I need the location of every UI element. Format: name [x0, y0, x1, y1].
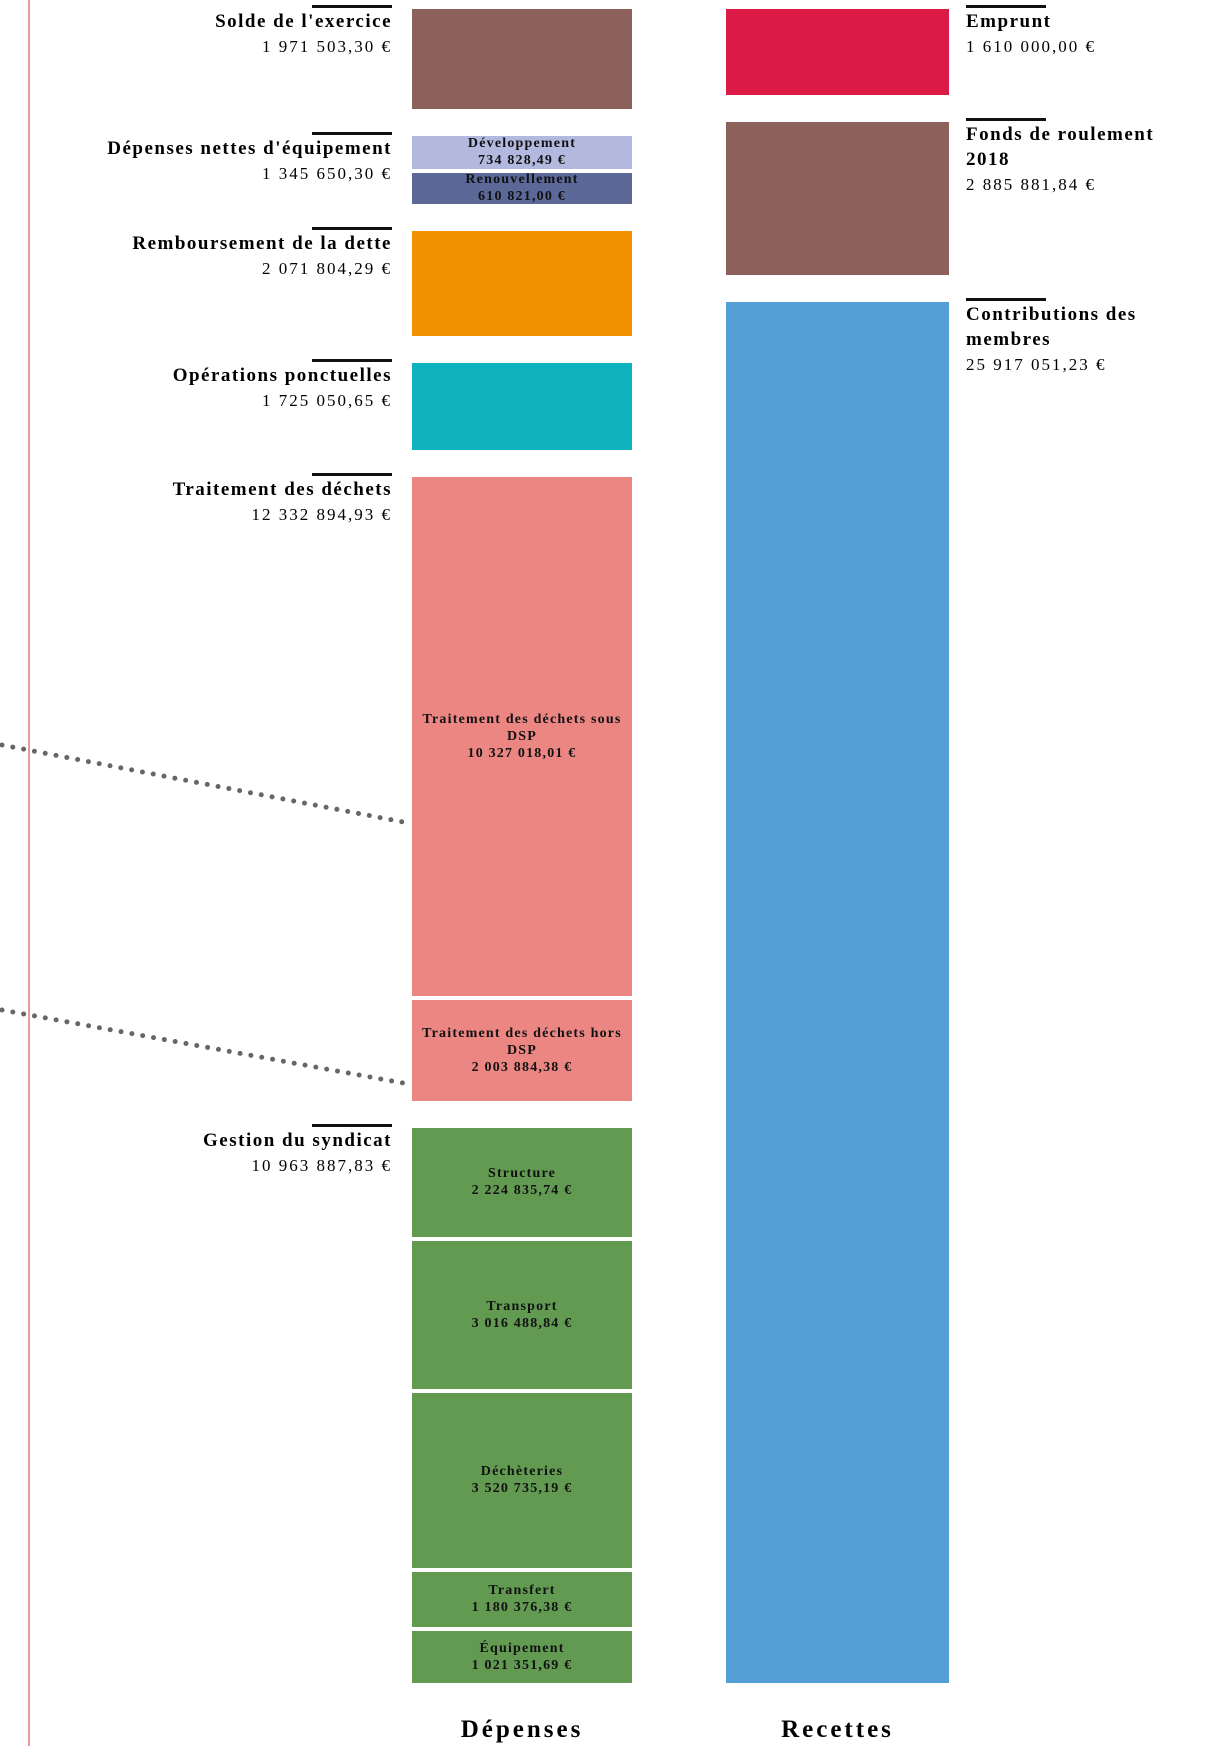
- segment: Équipement 1 021 351,69 €: [412, 1631, 632, 1683]
- segment-name: Équipement: [479, 1641, 565, 1657]
- segment-value: 1 021 351,69 €: [471, 1658, 573, 1674]
- segment: Transport 3 016 488,84 €: [412, 1240, 632, 1390]
- segment-name: Renouvellement: [465, 172, 579, 188]
- segment: Structure 2 224 835,74 €: [412, 1128, 632, 1237]
- label-overline: [966, 298, 1046, 302]
- group-name: Fonds de roulement 2018: [966, 123, 1155, 170]
- group-name: Contributions des membres: [966, 304, 1137, 351]
- group-name: Opérations ponctuelles: [172, 364, 392, 386]
- group-label: Emprunt 1 610 000,00 €: [966, 5, 1181, 60]
- segment-name: Développement: [467, 136, 577, 152]
- group-name: Remboursement de la dette: [132, 232, 392, 254]
- group-block: [412, 362, 632, 451]
- label-overline: [312, 1124, 392, 1128]
- group-name: Emprunt: [966, 11, 1052, 32]
- column-title: Recettes: [781, 1716, 894, 1743]
- group-value: 2 885 881,84 €: [966, 174, 1096, 194]
- segment: Traitement des déchets hors DSP 2 003 884…: [412, 999, 632, 1102]
- segment-value: 1 180 376,38 €: [471, 1600, 573, 1616]
- group-label: Traitement des déchets 12 332 894,93 €: [32, 473, 392, 528]
- dotted-connector: [0, 742, 406, 825]
- group-value: 12 332 894,93 €: [251, 505, 392, 525]
- segment-name: Transfert: [488, 1583, 556, 1599]
- group-block: [412, 230, 632, 336]
- group-block: [726, 302, 949, 1683]
- segment-value: 10 327 018,01 €: [467, 745, 577, 761]
- group-block: Structure 2 224 835,74 € Transport 3 016 48…: [412, 1128, 632, 1683]
- segment: Déchèteries 3 520 735,19 €: [412, 1393, 632, 1568]
- segment: Traitement des déchets sous DSP 10 327 01…: [412, 477, 632, 996]
- segment: Transfert 1 180 376,38 €: [412, 1571, 632, 1628]
- label-overline: [312, 131, 392, 135]
- group-value: 25 917 051,23 €: [966, 355, 1107, 375]
- segment-value: 3 016 488,84 €: [471, 1316, 573, 1332]
- group-label: Solde de l'exercice 1 971 503,30 €: [32, 5, 392, 60]
- segment-value: 2 224 835,74 €: [471, 1183, 573, 1199]
- group-label: Contributions des membres 25 917 051,23 €: [966, 298, 1181, 378]
- group-label: Fonds de roulement 2018 2 885 881,84 €: [966, 117, 1181, 198]
- label-overline: [312, 473, 392, 477]
- group-block: Traitement des déchets sous DSP 10 327 01…: [412, 477, 632, 1102]
- group-block: [726, 9, 949, 95]
- segment: Développement 734 828,49 €: [412, 135, 632, 169]
- group-name: Dépenses nettes d'équipement: [107, 137, 392, 159]
- dotted-connector: [0, 1007, 406, 1086]
- group-label: Opérations ponctuelles 1 725 050,65 €: [32, 358, 392, 414]
- column-title: Dépenses: [460, 1716, 584, 1743]
- group-value: 1 610 000,00 €: [966, 37, 1096, 56]
- group-block: [412, 9, 632, 109]
- group-label: Remboursement de la dette 2 071 804,29 €: [32, 226, 392, 282]
- segment-name: Traitement des déchets sous DSP: [422, 711, 622, 744]
- segment-name: Traitement des déchets hors DSP: [422, 1025, 622, 1058]
- label-overline: [312, 226, 392, 230]
- segment-value: 734 828,49 €: [478, 153, 566, 169]
- group-value: 1 725 050,65 €: [262, 390, 392, 410]
- label-overline: [966, 117, 1046, 121]
- group-value: 2 071 804,29 €: [262, 258, 392, 278]
- segment-name: Structure: [487, 1166, 557, 1182]
- group-value: 10 963 887,83 €: [251, 1156, 392, 1176]
- group-name: Solde de l'exercice: [215, 11, 392, 32]
- group-value: 1 345 650,30 €: [262, 163, 392, 183]
- segment-value: 3 520 735,19 €: [471, 1481, 573, 1497]
- group-label: Dépenses nettes d'équipement 1 345 650,30…: [32, 131, 392, 187]
- group-block: Développement 734 828,49 € Renouvellement 6…: [412, 135, 632, 205]
- segment-value: 610 821,00 €: [478, 189, 566, 205]
- segment: Renouvellement 610 821,00 €: [412, 172, 632, 205]
- group-name: Gestion du syndicat: [203, 1130, 392, 1152]
- label-overline: [312, 358, 392, 362]
- segment-value: 2 003 884,38 €: [471, 1059, 573, 1075]
- segment-name: Déchèteries: [480, 1464, 564, 1480]
- group-label: Gestion du syndicat 10 963 887,83 €: [32, 1124, 392, 1179]
- group-value: 1 971 503,30 €: [262, 37, 392, 56]
- segment-name: Transport: [486, 1299, 558, 1315]
- group-name: Traitement des déchets: [172, 479, 392, 501]
- label-overline: [312, 5, 392, 8]
- group-block: [726, 121, 949, 276]
- label-overline: [966, 5, 1046, 8]
